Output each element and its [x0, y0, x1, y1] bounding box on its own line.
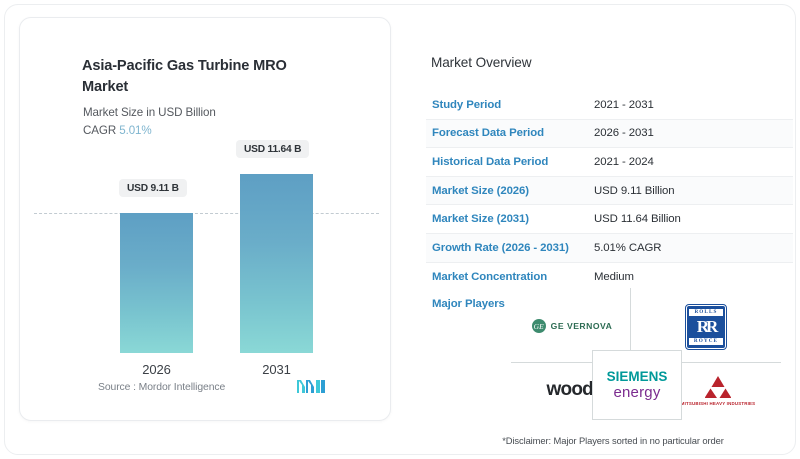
table-row: Market Size (2031) USD 11.64 Billion: [426, 205, 793, 234]
grid-divider-vertical-top: [630, 288, 631, 380]
guide-dashed-line: [34, 212, 379, 214]
row-value: 2021 - 2031: [594, 98, 654, 111]
row-value: USD 9.11 Billion: [594, 184, 675, 197]
row-key: Market Size (2031): [432, 213, 529, 226]
ge-vernova-logo: GE GE VERNOVA: [517, 308, 627, 344]
mordor-intelligence-logo: [297, 380, 325, 393]
row-key: Historical Data Period: [432, 155, 549, 168]
ge-vernova-wordmark: GE VERNOVA: [550, 321, 613, 331]
bar-value-label-2026: USD 9.11 B: [119, 179, 187, 197]
row-key: Market Concentration: [432, 270, 548, 283]
bar-2026: [120, 212, 193, 353]
cagr-value: 5.01%: [119, 124, 152, 137]
bar-value-label-2031: USD 11.64 B: [236, 140, 310, 158]
energy-wordmark: energy: [613, 383, 661, 401]
table-row: Forecast Data Period 2026 - 2031: [426, 119, 793, 149]
ge-monogram-icon: GE: [531, 319, 546, 333]
row-value: 2021 - 2024: [594, 155, 654, 168]
table-row: Historical Data Period 2021 - 2024: [426, 148, 793, 177]
rolls-royce-bottom-text: ROYCE: [689, 338, 723, 345]
x-axis-label-2031: 2031: [262, 362, 291, 377]
bar-2031: [240, 173, 313, 353]
mitsubishi-wordmark: MITSUBISHI HEAVY INDUSTRIES: [680, 400, 756, 406]
rolls-royce-top-text: ROLLS: [689, 309, 723, 316]
source-text: Source : Mordor Intelligence: [98, 382, 226, 393]
row-value: 5.01% CAGR: [594, 241, 662, 254]
cagr-label: CAGR: [83, 124, 117, 137]
page-title: Asia-Pacific Gas Turbine MRO Market: [82, 58, 287, 95]
cagr-line: CAGR 5.01%: [83, 124, 152, 137]
row-value: 2026 - 2031: [594, 127, 654, 140]
market-overview-table: Study Period 2021 - 2031 Forecast Data P…: [426, 91, 793, 291]
table-row: Market Concentration Medium: [426, 263, 793, 292]
mitsubishi-three-diamonds-icon: [705, 375, 731, 398]
siemens-wordmark: SIEMENS: [606, 369, 668, 385]
major-players-label: Major Players: [432, 298, 505, 310]
rolls-royce-monogram-icon: RR: [696, 317, 718, 336]
table-row: Market Size (2026) USD 9.11 Billion: [426, 176, 793, 206]
wood-wordmark: wood.: [546, 379, 599, 400]
table-row: Study Period 2021 - 2031: [426, 91, 793, 120]
siemens-energy-logo: SIEMENS energy: [592, 350, 682, 420]
bar-chart-plot-area: USD 9.11 B USD 11.64 B 2026 2031: [34, 140, 392, 377]
row-value: USD 11.64 Billion: [594, 213, 681, 226]
table-row: Growth Rate (2026 - 2031) 5.01% CAGR: [426, 233, 793, 263]
chart-card: Asia-Pacific Gas Turbine MRO Market Mark…: [19, 17, 391, 421]
disclaimer-text: *Disclaimer: Major Players sorted in no …: [502, 435, 724, 446]
row-key: Growth Rate (2026 - 2031): [432, 241, 569, 254]
market-overview-title: Market Overview: [431, 55, 532, 70]
market-overview-panel: Market Overview Study Period 2021 - 2031…: [415, 17, 793, 446]
wood-logo: wood.: [517, 370, 627, 410]
row-key: Market Size (2026): [432, 184, 529, 197]
x-axis-label-2026: 2026: [142, 362, 171, 377]
chart-subtitle: Market Size in USD Billion: [83, 106, 216, 119]
rolls-royce-logo: ROLLS RR ROYCE: [651, 302, 761, 352]
page-card: Asia-Pacific Gas Turbine MRO Market Mark…: [4, 4, 796, 455]
row-key: Forecast Data Period: [432, 127, 544, 140]
row-key: Study Period: [432, 98, 502, 111]
mitsubishi-heavy-industries-logo: MITSUBISHI HEAVY INDUSTRIES: [663, 368, 773, 412]
major-players-logo-grid: GE GE VERNOVA ROLLS RR ROYCE wood.: [511, 288, 781, 420]
row-value: Medium: [594, 270, 634, 283]
